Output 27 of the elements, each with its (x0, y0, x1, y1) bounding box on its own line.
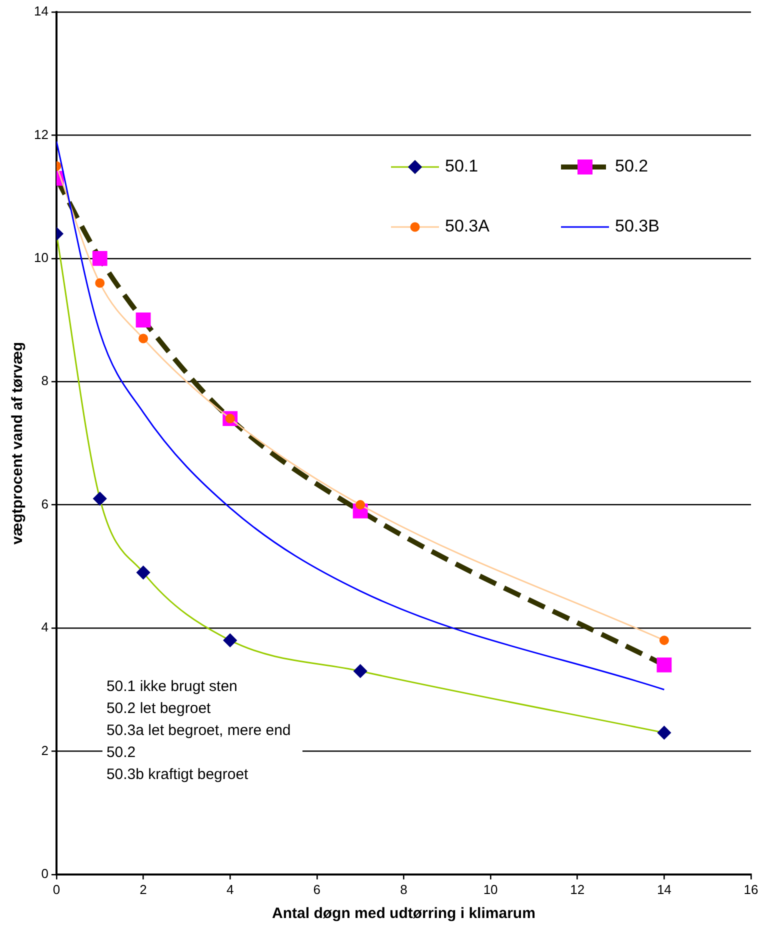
annotation: 50.3a let begroet, mere end 50.2 (106, 722, 291, 762)
legend-label: 50.1 (445, 156, 478, 176)
x-tick-label: 0 (52, 882, 60, 897)
x-axis-title: Antal døgn med udtørring i klimarum (272, 905, 536, 922)
annotation: 50.2 let begroet (106, 700, 212, 718)
y-tick-label: 0 (41, 866, 48, 881)
y-tick-label: 8 (41, 373, 48, 388)
y-tick-label: 2 (41, 742, 48, 758)
y-tick-label: 4 (41, 620, 48, 635)
legend-label: 50.2 (615, 156, 648, 176)
legend-label: 50.3B (615, 216, 660, 236)
x-tick-label: 2 (140, 882, 147, 897)
annotation: 50.3b kraftigt begroet (106, 766, 250, 784)
x-tick-label: 10 (483, 882, 498, 897)
x-tick-label: 4 (226, 882, 234, 897)
x-tick-label: 14 (656, 882, 672, 897)
y-axis-title: vægtprocent vand af tørvæg (9, 342, 26, 544)
y-tick-label: 12 (34, 126, 48, 142)
x-tick-label: 8 (400, 882, 408, 897)
annotation: 50.1 ikke brugt sten (106, 678, 238, 696)
x-tick-label: 6 (313, 882, 321, 897)
legend-label: 50.3A (445, 216, 490, 236)
x-tick-label: 16 (744, 882, 758, 897)
y-tick-label: 14 (34, 4, 48, 19)
x-tick-label: 12 (570, 882, 585, 897)
y-tick-label: 10 (34, 250, 48, 265)
y-tick-label: 6 (41, 496, 48, 512)
